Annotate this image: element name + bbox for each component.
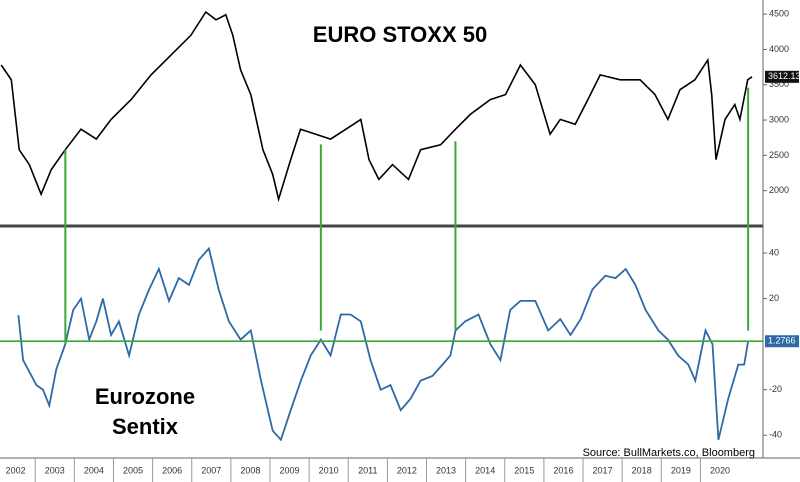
series-line <box>17 246 749 442</box>
y-tick-label: 3000 <box>769 114 789 124</box>
y-tick-label: -20 <box>769 384 782 394</box>
x-tick-label: 2002 <box>6 465 26 475</box>
last-value-label: 1.2766 <box>768 336 796 346</box>
y-tick-label: 4500 <box>769 9 789 19</box>
x-tick-label: 2009 <box>280 465 300 475</box>
x-tick-label: 2010 <box>319 465 339 475</box>
y-tick-label: 4000 <box>769 44 789 54</box>
y-tick-label: -40 <box>769 430 782 440</box>
y-tick-label: 20 <box>769 293 779 303</box>
last-value-label: 3612.13 <box>768 71 800 81</box>
x-tick-label: 2020 <box>710 465 730 475</box>
last-value-box <box>765 335 799 348</box>
x-tick-label: 2008 <box>240 465 260 475</box>
x-tick-label: 2004 <box>84 465 104 475</box>
x-tick-label: 2003 <box>45 465 65 475</box>
x-tick-label: 2005 <box>123 465 143 475</box>
x-tick-label: 2017 <box>593 465 613 475</box>
x-tick-label: 2019 <box>671 465 691 475</box>
x-tick-label: 2018 <box>632 465 652 475</box>
x-tick-label: 2007 <box>201 465 221 475</box>
x-tick-label: 2013 <box>436 465 456 475</box>
x-tick-label: 2015 <box>514 465 534 475</box>
y-tick-label: 2000 <box>769 185 789 195</box>
x-tick-label: 2014 <box>475 465 495 475</box>
y-tick-label: 40 <box>769 247 779 257</box>
y-tick-label: 2500 <box>769 150 789 160</box>
x-tick-label: 2016 <box>553 465 573 475</box>
series-line <box>0 10 753 203</box>
chart-title: EURO STOXX 50 <box>313 22 487 47</box>
x-tick-label: 2006 <box>162 465 182 475</box>
x-tick-label: 2011 <box>358 465 377 475</box>
sentix-title: Eurozone Sentix <box>94 384 196 439</box>
y-tick-label: 3500 <box>769 79 789 89</box>
source: Source: BullMarkets.co, Bloomberg <box>583 447 755 459</box>
x-tick-label: 2012 <box>397 465 417 475</box>
last-value-box <box>765 70 799 83</box>
